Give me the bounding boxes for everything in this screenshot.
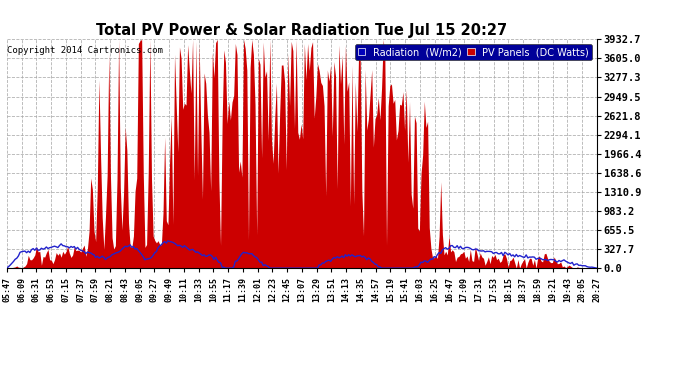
Title: Total PV Power & Solar Radiation Tue Jul 15 20:27: Total PV Power & Solar Radiation Tue Jul… (97, 23, 507, 38)
Text: Copyright 2014 Cartronics.com: Copyright 2014 Cartronics.com (8, 46, 164, 55)
Legend: Radiation  (W/m2), PV Panels  (DC Watts): Radiation (W/m2), PV Panels (DC Watts) (355, 44, 592, 60)
